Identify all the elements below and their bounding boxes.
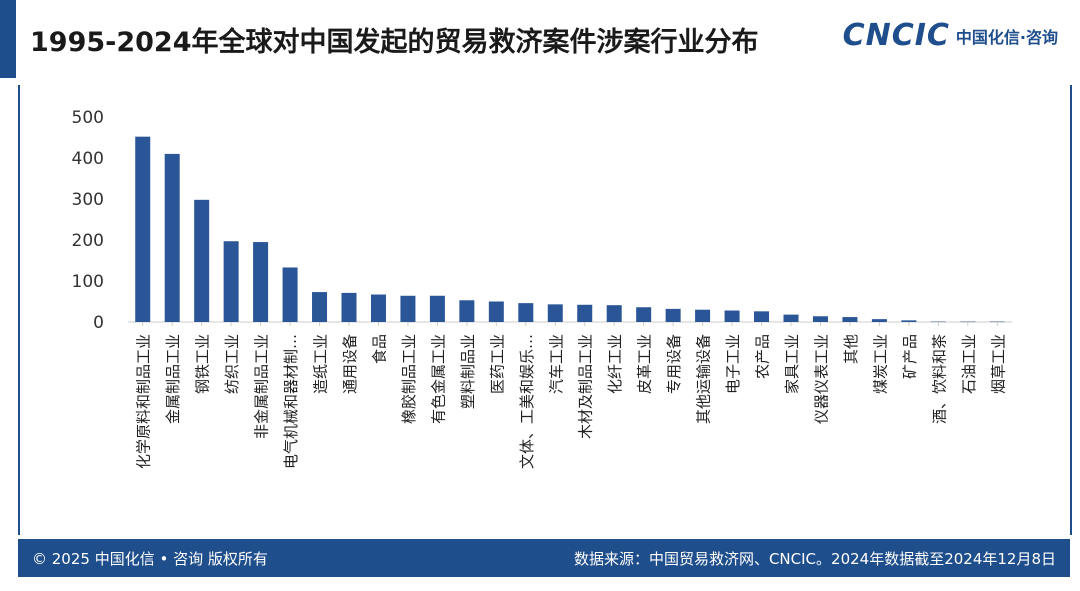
x-category-label: 食品 (370, 334, 388, 364)
x-category-label: 塑料制品业 (459, 334, 477, 409)
x-category-label: 纺织工业 (223, 334, 241, 394)
cncic-logo: CNCIC 中国化信·咨询 (843, 18, 1058, 53)
x-category-label: 农产品 (754, 334, 772, 379)
bar (754, 311, 770, 322)
y-tick-label: 0 (93, 313, 104, 333)
x-category-label: 造纸工业 (312, 334, 330, 394)
x-category-label: 家具工业 (783, 334, 801, 394)
x-category-label: 汽车工业 (547, 334, 565, 394)
logo-mark: CNCIC (842, 18, 950, 53)
bar (871, 319, 887, 322)
bar (842, 317, 858, 322)
bar (547, 304, 563, 322)
bar (312, 292, 328, 322)
bar (253, 242, 269, 322)
bar (930, 321, 946, 323)
x-category-label: 电子工业 (724, 334, 742, 394)
bar (724, 310, 740, 322)
title-accent-bar (0, 0, 16, 78)
x-category-label: 钢铁工业 (194, 334, 212, 394)
chart-area: 0 100 200 300 400 500 化学原料和制品工业 金属制品工业 钢铁工业 纺织工业非… (18, 85, 1072, 535)
bar (518, 303, 534, 322)
x-category-label: 非金属制品工业 (253, 334, 271, 439)
x-category-label: 其他运输设备 (695, 334, 713, 424)
x-category-label: 金属制品工业 (164, 334, 182, 424)
x-category-label: 电气机械和器材制… (282, 334, 300, 469)
x-category-label: 酒、饮料和茶 (930, 334, 948, 424)
bar (370, 294, 386, 322)
bar (135, 136, 151, 322)
page-title: 1995-2024年全球对中国发起的贸易救济案件涉案行业分布 (30, 27, 759, 58)
x-category-label: 石油工业 (960, 334, 978, 394)
bar (577, 304, 593, 322)
bar (429, 295, 445, 322)
bar (459, 300, 475, 322)
x-category-label: 仪器仪表工业 (812, 334, 830, 424)
bar-chart: 0 100 200 300 400 500 化学原料和制品工业 金属制品工业 钢铁工业 纺织工业非… (72, 108, 1012, 469)
bar (901, 320, 917, 322)
bar (812, 316, 828, 322)
bar (341, 292, 357, 322)
footer-bar: © 2025 中国化信 • 咨询 版权所有 数据来源：中国贸易救济网、CNCIC… (18, 539, 1070, 577)
bar (194, 199, 210, 322)
bar (400, 295, 416, 322)
x-category-label: 医药工业 (488, 334, 506, 394)
y-tick-label: 100 (72, 272, 104, 292)
x-category-label: 烟草工业 (989, 334, 1007, 394)
bar (606, 305, 622, 322)
y-tick-label: 500 (72, 108, 104, 128)
x-category-label: 化纤工业 (606, 334, 624, 394)
source-text: 数据来源：中国贸易救济网、CNCIC。2024年数据截至2024年12月8日 (573, 549, 1056, 568)
x-category-label: 化学原料和制品工业 (135, 334, 153, 469)
x-category-label: 橡胶制品工业 (400, 334, 418, 424)
bar (223, 241, 239, 322)
bar (695, 309, 711, 322)
x-category-label: 皮革工业 (636, 334, 654, 394)
y-tick-label: 200 (72, 231, 104, 251)
copyright-text: © 2025 中国化信 • 咨询 版权所有 (32, 549, 268, 568)
bar (488, 301, 504, 322)
x-category-label: 矿产品 (901, 334, 919, 379)
bar (989, 321, 1005, 323)
bar (282, 267, 298, 322)
x-category-label: 文体、工美和娱乐… (518, 334, 536, 469)
x-category-label: 煤炭工业 (871, 334, 889, 394)
bar (665, 308, 681, 322)
logo-text: 中国化信·咨询 (955, 27, 1058, 47)
x-category-label: 其他 (842, 334, 860, 364)
bar (164, 153, 180, 322)
bar (783, 314, 799, 322)
y-tick-label: 400 (72, 149, 104, 169)
bar (960, 321, 976, 323)
y-tick-label: 300 (72, 190, 104, 210)
x-category-label: 通用设备 (341, 334, 359, 394)
x-category-label: 木材及制品工业 (577, 334, 595, 439)
x-category-label: 有色金属工业 (429, 334, 447, 424)
x-category-label: 专用设备 (665, 334, 683, 394)
bar (636, 307, 652, 322)
